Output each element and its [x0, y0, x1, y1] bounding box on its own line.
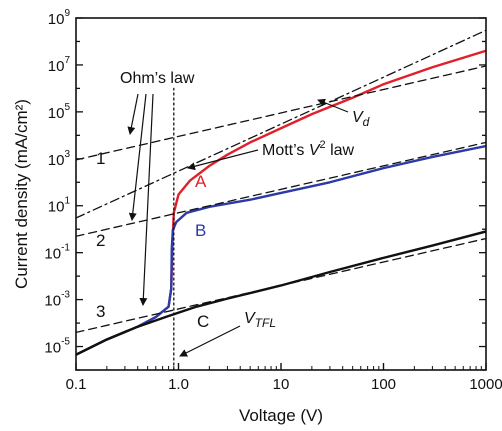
y-tick-label: 10-5 [44, 337, 70, 357]
y-tick-label: 109 [48, 8, 71, 28]
tick-labels-layer: 0.1 1.0 10 100 100010-510-310-11011031051071… [44, 8, 502, 393]
x-tick-label: 100 [371, 376, 396, 393]
y-tick-label: 107 [48, 55, 71, 75]
ohms-law-arrow-1 [127, 93, 139, 135]
series-line-ohm-s-law-3 [76, 237, 486, 334]
ticks-layer [75, 17, 487, 371]
line-1-label: 1 [96, 149, 105, 168]
curve-c-label: C [197, 312, 209, 331]
curve-b-label: B [195, 221, 206, 240]
y-tick-exponent: 7 [64, 55, 70, 66]
ohms-law-arrow-2 [128, 93, 147, 221]
motts-law-suffix: law [326, 142, 355, 159]
y-tick-base: 10 [48, 105, 65, 122]
line-3-label: 3 [96, 302, 105, 321]
y-tick-exponent: 3 [64, 149, 70, 160]
y-tick-base: 10 [48, 199, 65, 216]
vd-main: V [352, 109, 364, 126]
y-tick-exponent: 1 [64, 196, 70, 207]
series-line-ohm-s-law-1 [76, 65, 486, 161]
motts-law-arrow [187, 149, 259, 171]
y-tick-label: 105 [48, 102, 71, 122]
y-tick-label: 101 [48, 196, 71, 216]
ohms-law-label: Ohm’s law [120, 70, 195, 87]
x-tick-label: 10 [273, 376, 290, 393]
annotation-layer: Ohm’s law Mott’s V2 law Vd VTFL A B C 1 … [96, 70, 370, 357]
ohms-law-arrow-3 [139, 93, 154, 306]
x-tick-label: 0.1 [66, 376, 87, 393]
y-tick-base: 10 [48, 11, 65, 28]
series-layer [76, 29, 486, 370]
y-tick-label: 103 [48, 149, 71, 169]
x-tick-label: 1.0 [168, 376, 189, 393]
series-line-c [76, 230, 486, 356]
vd-arrow [317, 98, 349, 113]
series-line-mott-s-v-law [76, 29, 486, 219]
motts-law-prefix: Mott’s [262, 142, 309, 159]
y-tick-base: 10 [44, 246, 61, 263]
y-tick-exponent: 5 [64, 102, 70, 113]
series-line-ohm-s-law-2 [76, 141, 486, 237]
motts-law-label: Mott’s V2 law [262, 139, 355, 159]
y-axis-title: Current density (mA/cm²) [12, 99, 31, 289]
vtfl-subscript: TFL [255, 316, 276, 330]
series-line-b [76, 144, 486, 356]
y-tick-label: 10-1 [44, 243, 70, 263]
y-tick-base: 10 [48, 152, 65, 169]
vd-subscript: d [363, 115, 370, 129]
y-tick-exponent: -3 [61, 290, 70, 301]
vtfl-main: V [244, 310, 256, 327]
y-tick-base: 10 [48, 58, 65, 75]
vd-label: Vd [352, 109, 370, 129]
y-tick-exponent: 9 [64, 8, 70, 19]
x-tick-label: 1000 [469, 376, 502, 393]
vtfl-arrow [179, 325, 241, 357]
vtfl-label: VTFL [244, 310, 276, 330]
line-2-label: 2 [96, 231, 105, 250]
curve-a-label: A [195, 172, 207, 191]
y-tick-base: 10 [44, 340, 61, 357]
motts-law-superscript: 2 [320, 139, 326, 151]
y-tick-exponent: -5 [61, 337, 70, 348]
motts-law-variable: V [309, 142, 321, 159]
x-axis-title: Voltage (V) [239, 406, 323, 425]
y-tick-exponent: -1 [61, 243, 70, 254]
y-tick-base: 10 [44, 293, 61, 310]
y-tick-label: 10-3 [44, 290, 70, 310]
